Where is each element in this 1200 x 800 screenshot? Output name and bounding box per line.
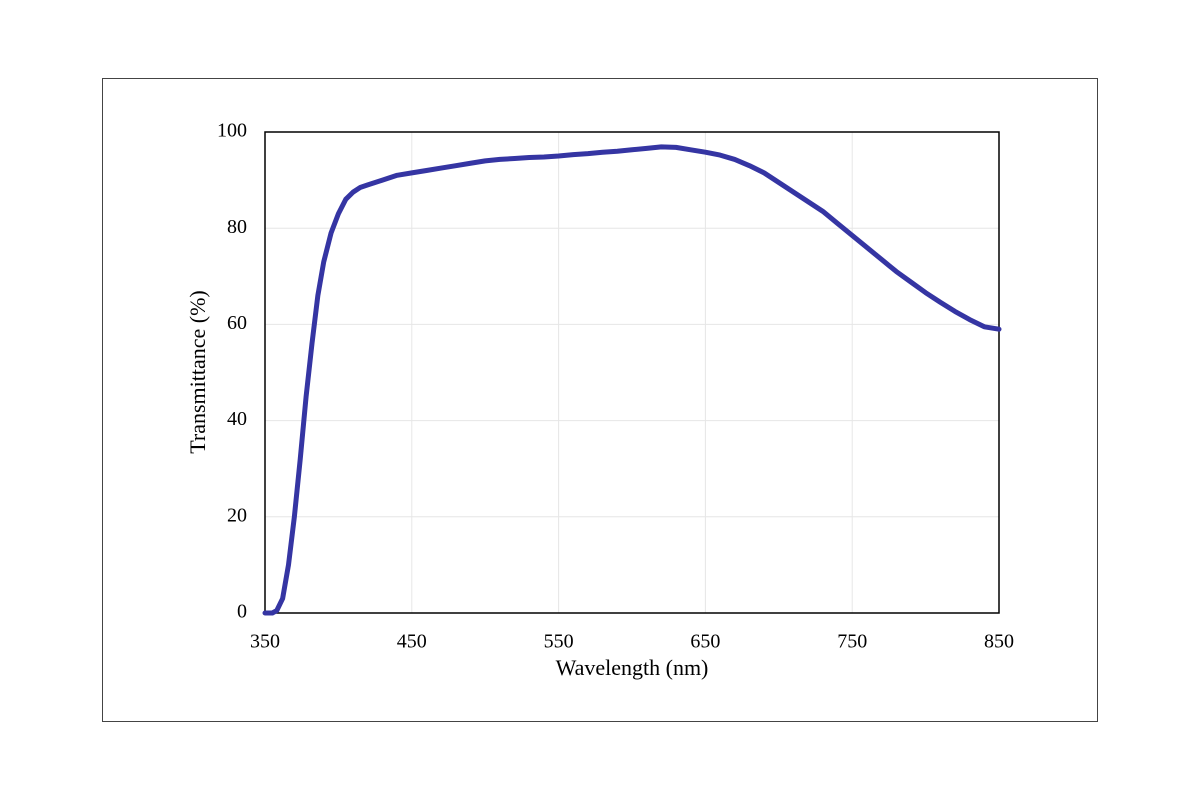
- x-tick-label: 750: [837, 631, 867, 653]
- chart-frame: [102, 78, 1098, 722]
- data-line: [262, 144, 1002, 616]
- x-tick-label: 550: [544, 631, 574, 653]
- x-tick-label: 650: [690, 631, 720, 653]
- x-axis-title: Wavelength (nm): [556, 655, 709, 680]
- y-tick-label: 40: [227, 408, 247, 430]
- y-tick-label: 20: [227, 504, 247, 526]
- y-axis-title: Transmittance (%): [185, 290, 210, 454]
- x-tick-label: 350: [250, 631, 280, 653]
- y-tick-label: 100: [217, 120, 247, 142]
- y-tick-label: 80: [227, 216, 247, 238]
- y-tick-label: 0: [237, 601, 247, 623]
- y-tick-label: 60: [227, 312, 247, 334]
- x-tick-label: 450: [397, 631, 427, 653]
- x-tick-label: 850: [984, 631, 1014, 653]
- plot-border: [264, 131, 1000, 614]
